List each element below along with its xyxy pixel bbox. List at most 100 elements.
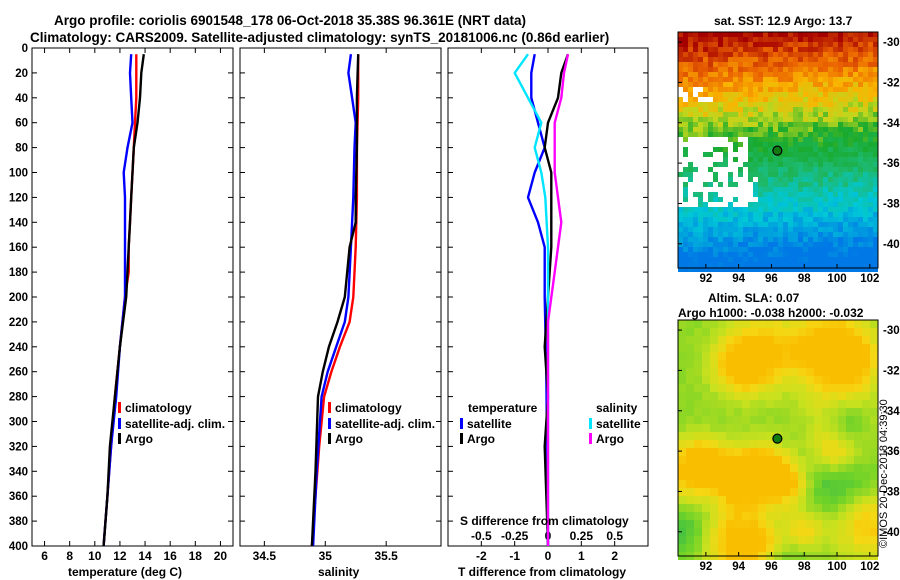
- map-cell: [713, 157, 718, 162]
- map-cell: [718, 504, 726, 512]
- map-cell: [873, 62, 878, 67]
- map-cell: [766, 424, 774, 432]
- map-cell: [758, 127, 763, 132]
- map-cell: [858, 142, 863, 147]
- map-cell: [693, 112, 698, 117]
- map-cell: [753, 87, 758, 92]
- map-cell: [688, 137, 693, 142]
- map-cell: [708, 122, 713, 127]
- map-cell: [693, 137, 698, 142]
- map-cell: [728, 267, 733, 272]
- map-cell: [763, 252, 768, 257]
- map-cell: [848, 112, 853, 117]
- map-cell: [822, 400, 830, 408]
- map-cell: [838, 47, 843, 52]
- map-cell: [698, 262, 703, 267]
- map-cell: [798, 424, 806, 432]
- map-cell: [742, 352, 750, 360]
- map-cell: [808, 117, 813, 122]
- map-cell: [688, 152, 693, 157]
- map-cell: [723, 217, 728, 222]
- map-cell: [733, 102, 738, 107]
- map-cell: [798, 57, 803, 62]
- map-cell: [702, 536, 710, 544]
- map-cell: [753, 192, 758, 197]
- map-cell: [783, 262, 788, 267]
- map-cell: [814, 360, 822, 368]
- map-cell: [822, 440, 830, 448]
- salinity-legend: climatology satellite-adj. clim. Argo: [328, 401, 435, 446]
- map-cell: [828, 87, 833, 92]
- map-cell: [728, 187, 733, 192]
- map-cell: [828, 137, 833, 142]
- map-cell: [830, 536, 838, 544]
- map-cell: [818, 232, 823, 237]
- map-cell: [723, 267, 728, 272]
- map-cell: [766, 496, 774, 504]
- map-cell: [763, 132, 768, 137]
- map-cell: [788, 92, 793, 97]
- difference-legend: temperature salinity satellite Argo sate…: [460, 401, 641, 446]
- map-cell: [873, 37, 878, 42]
- x-tick-label: -2: [476, 549, 487, 563]
- map-cell: [848, 222, 853, 227]
- map-cell: [683, 157, 688, 162]
- map-cell: [803, 182, 808, 187]
- map-cell: [688, 227, 693, 232]
- map-cell: [808, 147, 813, 152]
- map-cell: [843, 132, 848, 137]
- map-cell: [758, 440, 766, 448]
- map-cell: [710, 376, 718, 384]
- map-cell: [678, 222, 683, 227]
- map-cell: [703, 147, 708, 152]
- map-cell: [870, 488, 878, 496]
- map-cell: [742, 360, 750, 368]
- map-cell: [688, 47, 693, 52]
- map-cell: [748, 242, 753, 247]
- map-cell: [742, 480, 750, 488]
- map-cell: [793, 152, 798, 157]
- map-cell: [698, 142, 703, 147]
- map-cell: [843, 177, 848, 182]
- map-cell: [758, 536, 766, 544]
- map-cell: [758, 448, 766, 456]
- map-cell: [873, 52, 878, 57]
- map-cell: [818, 127, 823, 132]
- map-cell: [710, 432, 718, 440]
- map-cell: [683, 242, 688, 247]
- map-cell: [818, 107, 823, 112]
- map-y-tick-label: -32: [883, 77, 900, 89]
- differences-temperature-satellite-line: [526, 53, 550, 547]
- map-cell: [798, 400, 806, 408]
- map-cell: [813, 147, 818, 152]
- map-cell: [683, 167, 688, 172]
- map-cell: [873, 217, 878, 222]
- map-cell: [743, 57, 748, 62]
- map-cell: [694, 456, 702, 464]
- map-cell: [766, 520, 774, 528]
- map-cell: [698, 187, 703, 192]
- map-cell: [728, 37, 733, 42]
- map-cell: [773, 262, 778, 267]
- map-cell: [814, 448, 822, 456]
- map-cell: [808, 202, 813, 207]
- map-cell: [708, 172, 713, 177]
- map-cell: [830, 504, 838, 512]
- map-cell: [858, 47, 863, 52]
- map-cell: [833, 52, 838, 57]
- map-cell: [738, 82, 743, 87]
- map-cell: [828, 172, 833, 177]
- map-cell: [773, 177, 778, 182]
- map-cell: [828, 192, 833, 197]
- map-cell: [833, 72, 838, 77]
- map-cell: [708, 42, 713, 47]
- map-cell: [830, 544, 838, 552]
- map-cell: [848, 262, 853, 267]
- map-cell: [813, 42, 818, 47]
- map-cell: [773, 232, 778, 237]
- map-cell: [703, 107, 708, 112]
- map-cell: [798, 72, 803, 77]
- map-cell: [870, 528, 878, 536]
- map-cell: [738, 112, 743, 117]
- map-cell: [733, 202, 738, 207]
